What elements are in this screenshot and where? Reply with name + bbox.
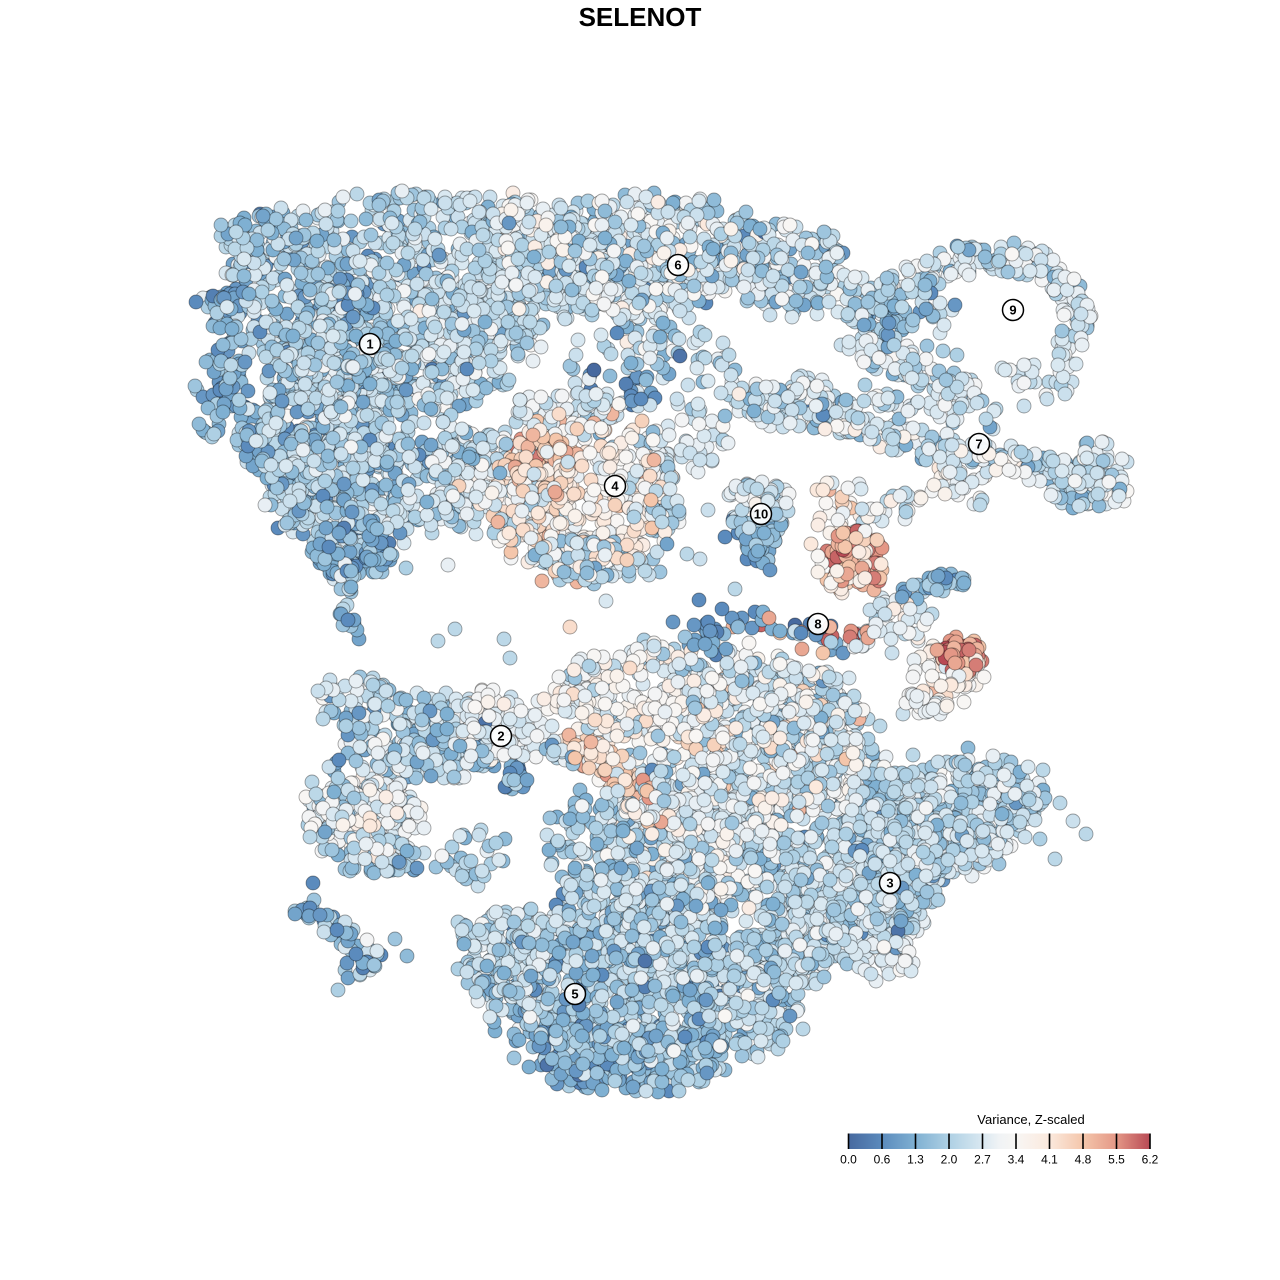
svg-text:SELENOT: SELENOT: [579, 2, 702, 32]
